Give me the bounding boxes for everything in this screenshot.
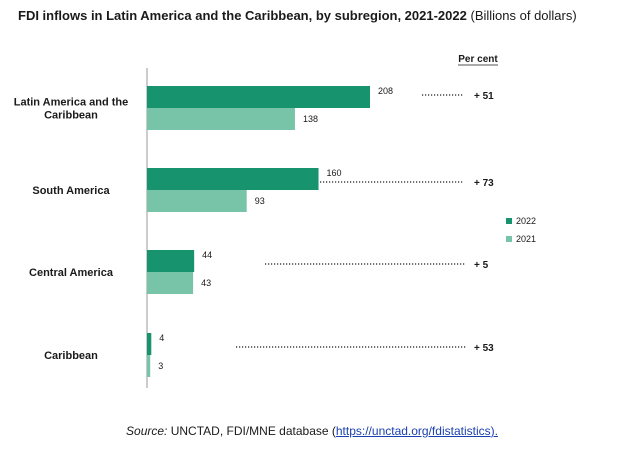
percent-change-label: + 51: [474, 91, 494, 102]
data-label: 93: [255, 196, 265, 206]
bar-2021: [147, 108, 295, 130]
chart-title-main: FDI inflows in Latin America and the Car…: [18, 8, 467, 23]
bar-2021: [147, 355, 151, 377]
percent-change-label: + 53: [474, 343, 494, 354]
bar-2022: [147, 86, 370, 108]
legend-label: 2022: [516, 216, 536, 226]
bar-2021: [147, 272, 194, 294]
data-label: 4: [159, 333, 164, 343]
data-label: 44: [202, 250, 212, 260]
legend-swatch-2021: [506, 236, 512, 242]
category-label: Caribbean: [44, 110, 98, 122]
source-note: Source: UNCTAD, FDI/MNE database (https:…: [0, 424, 624, 438]
bar-2022: [147, 168, 319, 190]
chart-title-unit: (Billions of dollars): [470, 8, 577, 23]
bar-2022: [147, 250, 195, 272]
category-label: Caribbean: [44, 350, 98, 362]
percent-change-label: + 5: [474, 260, 489, 271]
legend-swatch-2022: [506, 218, 512, 224]
data-label: 3: [158, 361, 163, 371]
bar-2021: [147, 190, 247, 212]
category-label: South America: [32, 185, 110, 197]
data-label: 43: [201, 278, 211, 288]
source-link[interactable]: https://unctad.org/fdistatistics: [335, 424, 491, 438]
source-prefix: Source:: [126, 424, 168, 438]
percent-header: Per cent: [458, 54, 498, 65]
percent-change-label: + 73: [474, 178, 494, 189]
source-suffix: ).: [490, 424, 498, 438]
category-label: Latin America and the: [14, 97, 129, 109]
source-text: UNCTAD, FDI/MNE database (: [170, 424, 336, 438]
category-label: Central America: [29, 267, 114, 279]
data-label: 208: [378, 86, 393, 96]
data-label: 160: [327, 168, 342, 178]
data-label: 138: [303, 114, 318, 124]
bar-2022: [147, 333, 152, 355]
chart-title: FDI inflows in Latin America and the Car…: [18, 8, 577, 23]
legend-label: 2021: [516, 234, 536, 244]
